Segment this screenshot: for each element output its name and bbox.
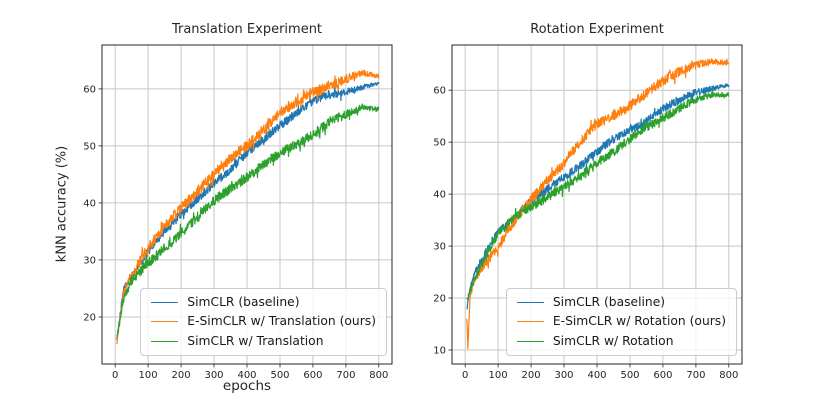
x-tick-label: 700 [336, 370, 355, 381]
x-tick-label: 400 [237, 370, 256, 381]
series-line-simclr-baseline- [116, 81, 380, 341]
y-tick-label: 20 [433, 294, 446, 305]
x-tick-label: 100 [489, 370, 508, 381]
series-line-simclr-w-translation [116, 103, 380, 337]
y-tick-label: 50 [83, 141, 96, 152]
tick-marks [448, 89, 730, 368]
x-tick-label: 400 [587, 370, 606, 381]
x-tick-label: 800 [719, 370, 738, 381]
x-tick-label: 500 [620, 370, 639, 381]
series-line-e-simclr-w-rotation-ours- [466, 58, 730, 350]
plot-area: 0 100 200 300 400 500 600 700 800 10 20 30 40 50 60 [433, 44, 743, 381]
chart-rotation: Rotation Experiment 0 100 200 300 400 500 600 7… [350, 0, 826, 414]
y-tick-label: 40 [83, 198, 96, 209]
y-tick-label: 10 [433, 346, 446, 357]
x-tick-label: 300 [554, 370, 573, 381]
y-tick-label: 40 [433, 190, 446, 201]
x-tick-label: 0 [112, 370, 118, 381]
x-tick-label: 100 [139, 370, 158, 381]
grid [102, 45, 392, 364]
tick-labels: 0 100 200 300 400 500 600 700 800 20 30 40 50 60 [83, 84, 388, 381]
tick-labels: 0 100 200 300 400 500 600 700 800 10 20 30 40 50 60 [433, 86, 738, 381]
x-tick-label: 0 [462, 370, 468, 381]
series-line-simclr-baseline- [466, 83, 730, 310]
x-tick-label: 600 [303, 370, 322, 381]
y-tick-label: 50 [433, 138, 446, 149]
x-tick-label: 300 [204, 370, 223, 381]
x-tick-label: 200 [522, 370, 541, 381]
x-tick-label: 800 [369, 370, 388, 381]
y-tick-label: 20 [83, 313, 96, 324]
x-tick-label: 600 [653, 370, 672, 381]
y-tick-label: 30 [83, 255, 96, 266]
series-line-e-simclr-w-translation-ours- [116, 69, 380, 345]
series-line-simclr-w-rotation [466, 89, 730, 300]
chart-title: Translation Experiment [171, 22, 323, 37]
y-tick-label: 60 [433, 86, 446, 97]
chart-title: Rotation Experiment [530, 22, 664, 37]
x-tick-label: 700 [686, 370, 705, 381]
y-tick-label: 30 [433, 242, 446, 253]
y-axis-label: kNN accuracy (%) [54, 145, 70, 263]
y-tick-label: 60 [83, 84, 96, 95]
x-tick-label: 200 [172, 370, 191, 381]
x-tick-label: 500 [270, 370, 289, 381]
x-axis-label: epochs [222, 378, 272, 394]
tick-marks [98, 88, 380, 368]
grid [452, 45, 742, 364]
